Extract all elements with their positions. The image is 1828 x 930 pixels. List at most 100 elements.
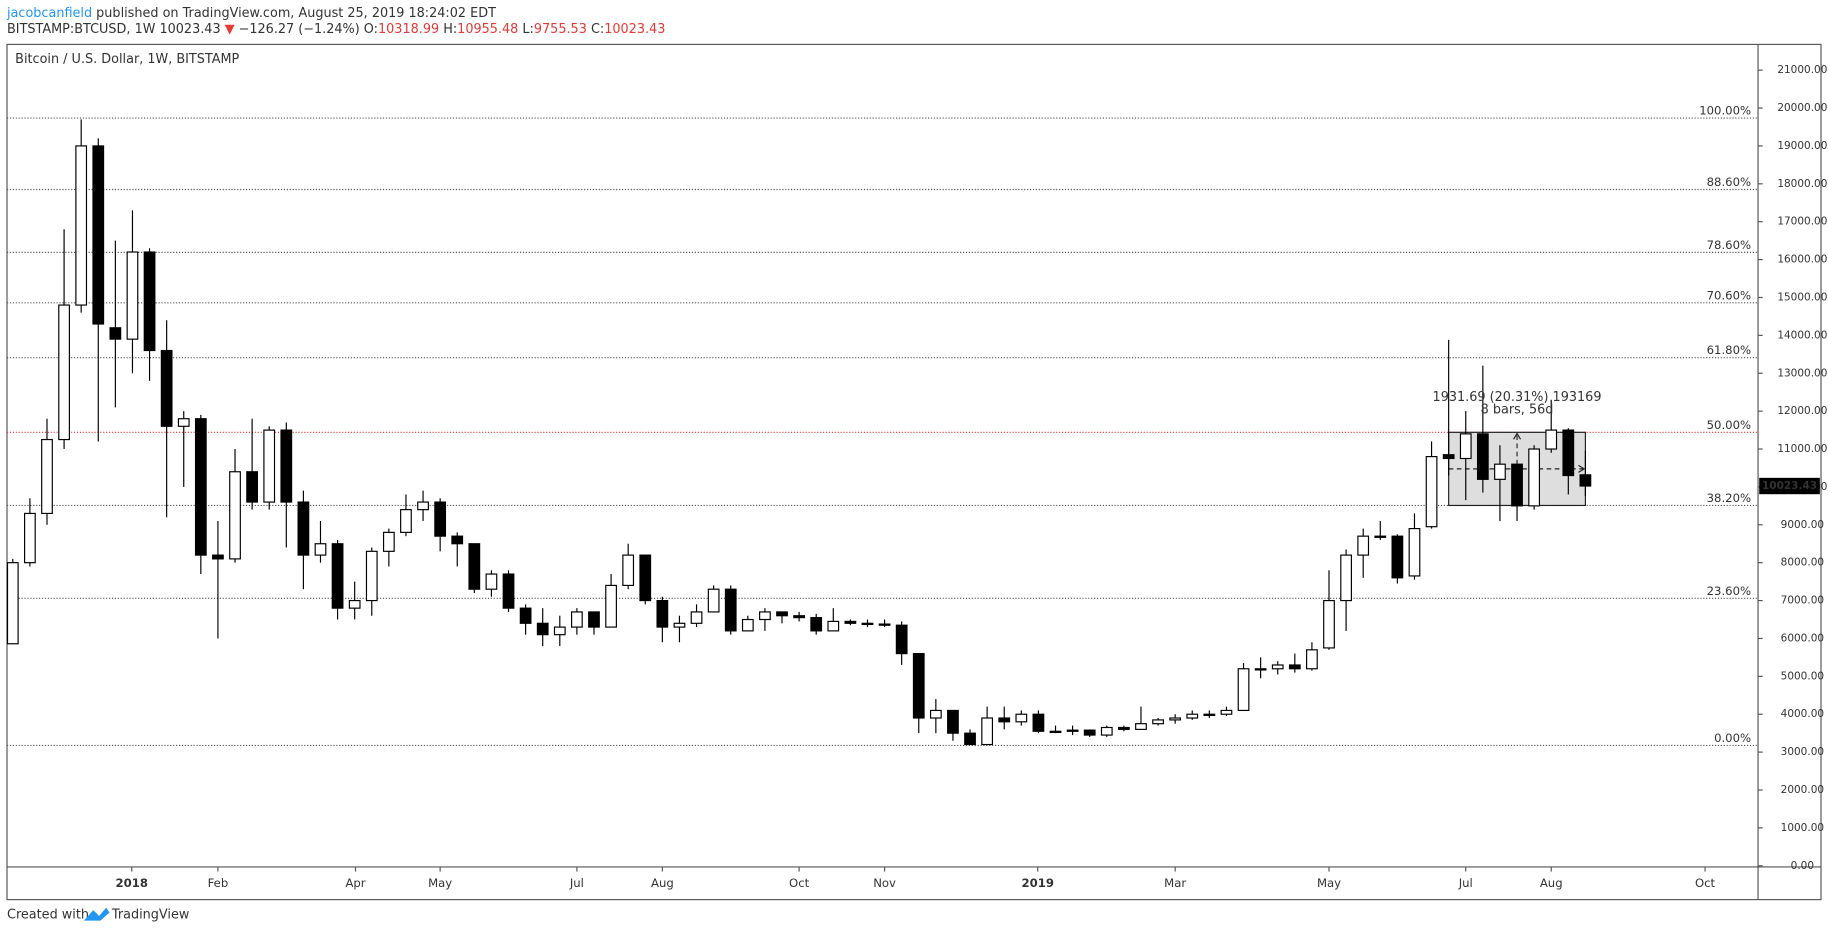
- y-tick-label: 21000.00: [1777, 64, 1827, 76]
- candle-body: [1203, 713, 1216, 716]
- candle-body: [502, 573, 515, 609]
- fib-label: 50.00%: [1707, 418, 1751, 432]
- candle-body: [229, 471, 241, 560]
- x-tick-label: Apr: [345, 876, 365, 890]
- ohlc-label: O:: [364, 22, 378, 37]
- candle-body: [656, 599, 669, 628]
- fib-label: 0.00%: [1714, 731, 1751, 745]
- candle-body: [1528, 448, 1541, 507]
- candle-body: [400, 509, 412, 533]
- y-tick-label: 12000.00: [1777, 405, 1827, 417]
- logo: [83, 907, 110, 921]
- fib-label: 61.80%: [1707, 343, 1751, 357]
- ohlc-value: 9755.53: [534, 22, 587, 37]
- candle-body: [1152, 719, 1164, 725]
- candle-body: [1288, 664, 1301, 670]
- y-tick-label: 2000.00: [1781, 784, 1824, 796]
- candle-body: [1237, 668, 1250, 712]
- candle-body: [246, 471, 258, 503]
- candle-body: [1562, 429, 1575, 477]
- candle-body: [519, 607, 532, 624]
- candle-body: [810, 617, 823, 632]
- candle-body: [468, 543, 481, 590]
- candle-body: [485, 573, 498, 590]
- candle-body: [126, 251, 139, 340]
- candle-body: [690, 611, 703, 624]
- ohlc-value: 10023.43: [604, 22, 665, 37]
- footer-text: Created with: [7, 907, 89, 922]
- candle-body: [793, 615, 805, 619]
- candle-body: [417, 501, 429, 511]
- ohlc-label: C:: [591, 22, 604, 37]
- candle-body: [212, 554, 224, 560]
- footer-brand[interactable]: TradingView: [111, 907, 189, 922]
- symbol-line: BITSTAMP:BTCUSD, 1W 10023.43 ▼ −126.27 (…: [7, 22, 665, 37]
- candle-body: [1374, 535, 1387, 538]
- x-tick-label: Aug: [651, 876, 674, 890]
- candle-body: [1049, 730, 1062, 734]
- y-tick-label: 6000.00: [1781, 632, 1824, 644]
- candle-body: [1545, 429, 1558, 450]
- candle-body: [605, 584, 617, 628]
- x-tick-label: Jul: [1458, 876, 1473, 890]
- candle-body: [1391, 535, 1404, 579]
- candle-body: [1511, 463, 1523, 507]
- fib-label: 88.60%: [1707, 175, 1751, 189]
- candle-body: [451, 535, 464, 545]
- pane-title: Bitcoin / U.S. Dollar, 1W, BITSTAMP: [15, 52, 239, 67]
- y-tick-label: 15000.00: [1777, 291, 1827, 303]
- candle-body: [1066, 729, 1079, 732]
- x-tick-label: Nov: [873, 876, 896, 890]
- frame: [6, 43, 1822, 901]
- candle-body: [895, 624, 908, 655]
- candle-body: [1118, 726, 1130, 730]
- candle-body: [929, 709, 942, 719]
- author[interactable]: jacobcanfield: [6, 5, 92, 20]
- candle-body: [1425, 456, 1438, 528]
- ohlc-value: 10318.99: [378, 22, 439, 37]
- fib-label: 23.60%: [1707, 584, 1751, 598]
- y-tick-label: 1000.00: [1781, 822, 1824, 834]
- symbol: BITSTAMP:BTCUSD, 1W: [7, 22, 156, 37]
- candle-body: [1442, 454, 1455, 460]
- x-tick-label: 2019: [1022, 876, 1054, 890]
- candle-body: [827, 620, 840, 632]
- fib-label: 70.60%: [1707, 288, 1751, 302]
- measure-text: 1931.69 (20.31%) 193169: [1433, 390, 1602, 405]
- candle-body: [1306, 649, 1318, 670]
- candle-body: [1459, 433, 1472, 460]
- y-tick-label: 11000.00: [1777, 443, 1827, 455]
- x-tick-label: Feb: [208, 876, 229, 890]
- candle-body: [177, 418, 190, 427]
- y-tick-label: 0.00: [1791, 860, 1814, 872]
- x-tick-label: May: [1317, 876, 1341, 890]
- candle-body: [58, 304, 70, 441]
- candle-body: [759, 611, 771, 621]
- arrow-head: [1578, 464, 1586, 473]
- candle-body: [109, 327, 122, 340]
- candle-body: [365, 550, 378, 602]
- y-tick-label: 13000.00: [1777, 367, 1827, 379]
- y-tick-label: 4000.00: [1781, 708, 1824, 720]
- candle-body: [434, 501, 447, 537]
- candle-body: [1083, 729, 1096, 736]
- candle-body: [194, 418, 207, 556]
- candle-body: [1100, 726, 1113, 736]
- y-tick-label: 19000.00: [1777, 140, 1827, 152]
- candle-body: [1494, 463, 1506, 480]
- candle-body: [1476, 433, 1489, 480]
- candle-body: [1408, 528, 1421, 577]
- x-tick-label: Oct: [789, 876, 810, 890]
- arrow: ▼: [225, 22, 235, 37]
- candle-body: [1579, 474, 1592, 487]
- price: 10023.43: [159, 22, 220, 37]
- candle-body: [348, 599, 361, 609]
- candle-body: [92, 145, 105, 325]
- candle-body: [639, 554, 652, 602]
- candle-body: [1357, 535, 1370, 556]
- candle-body: [571, 611, 583, 628]
- candle-body: [331, 543, 344, 609]
- ohlc-label: L:: [522, 22, 533, 37]
- x-tick-label: 2018: [116, 876, 148, 890]
